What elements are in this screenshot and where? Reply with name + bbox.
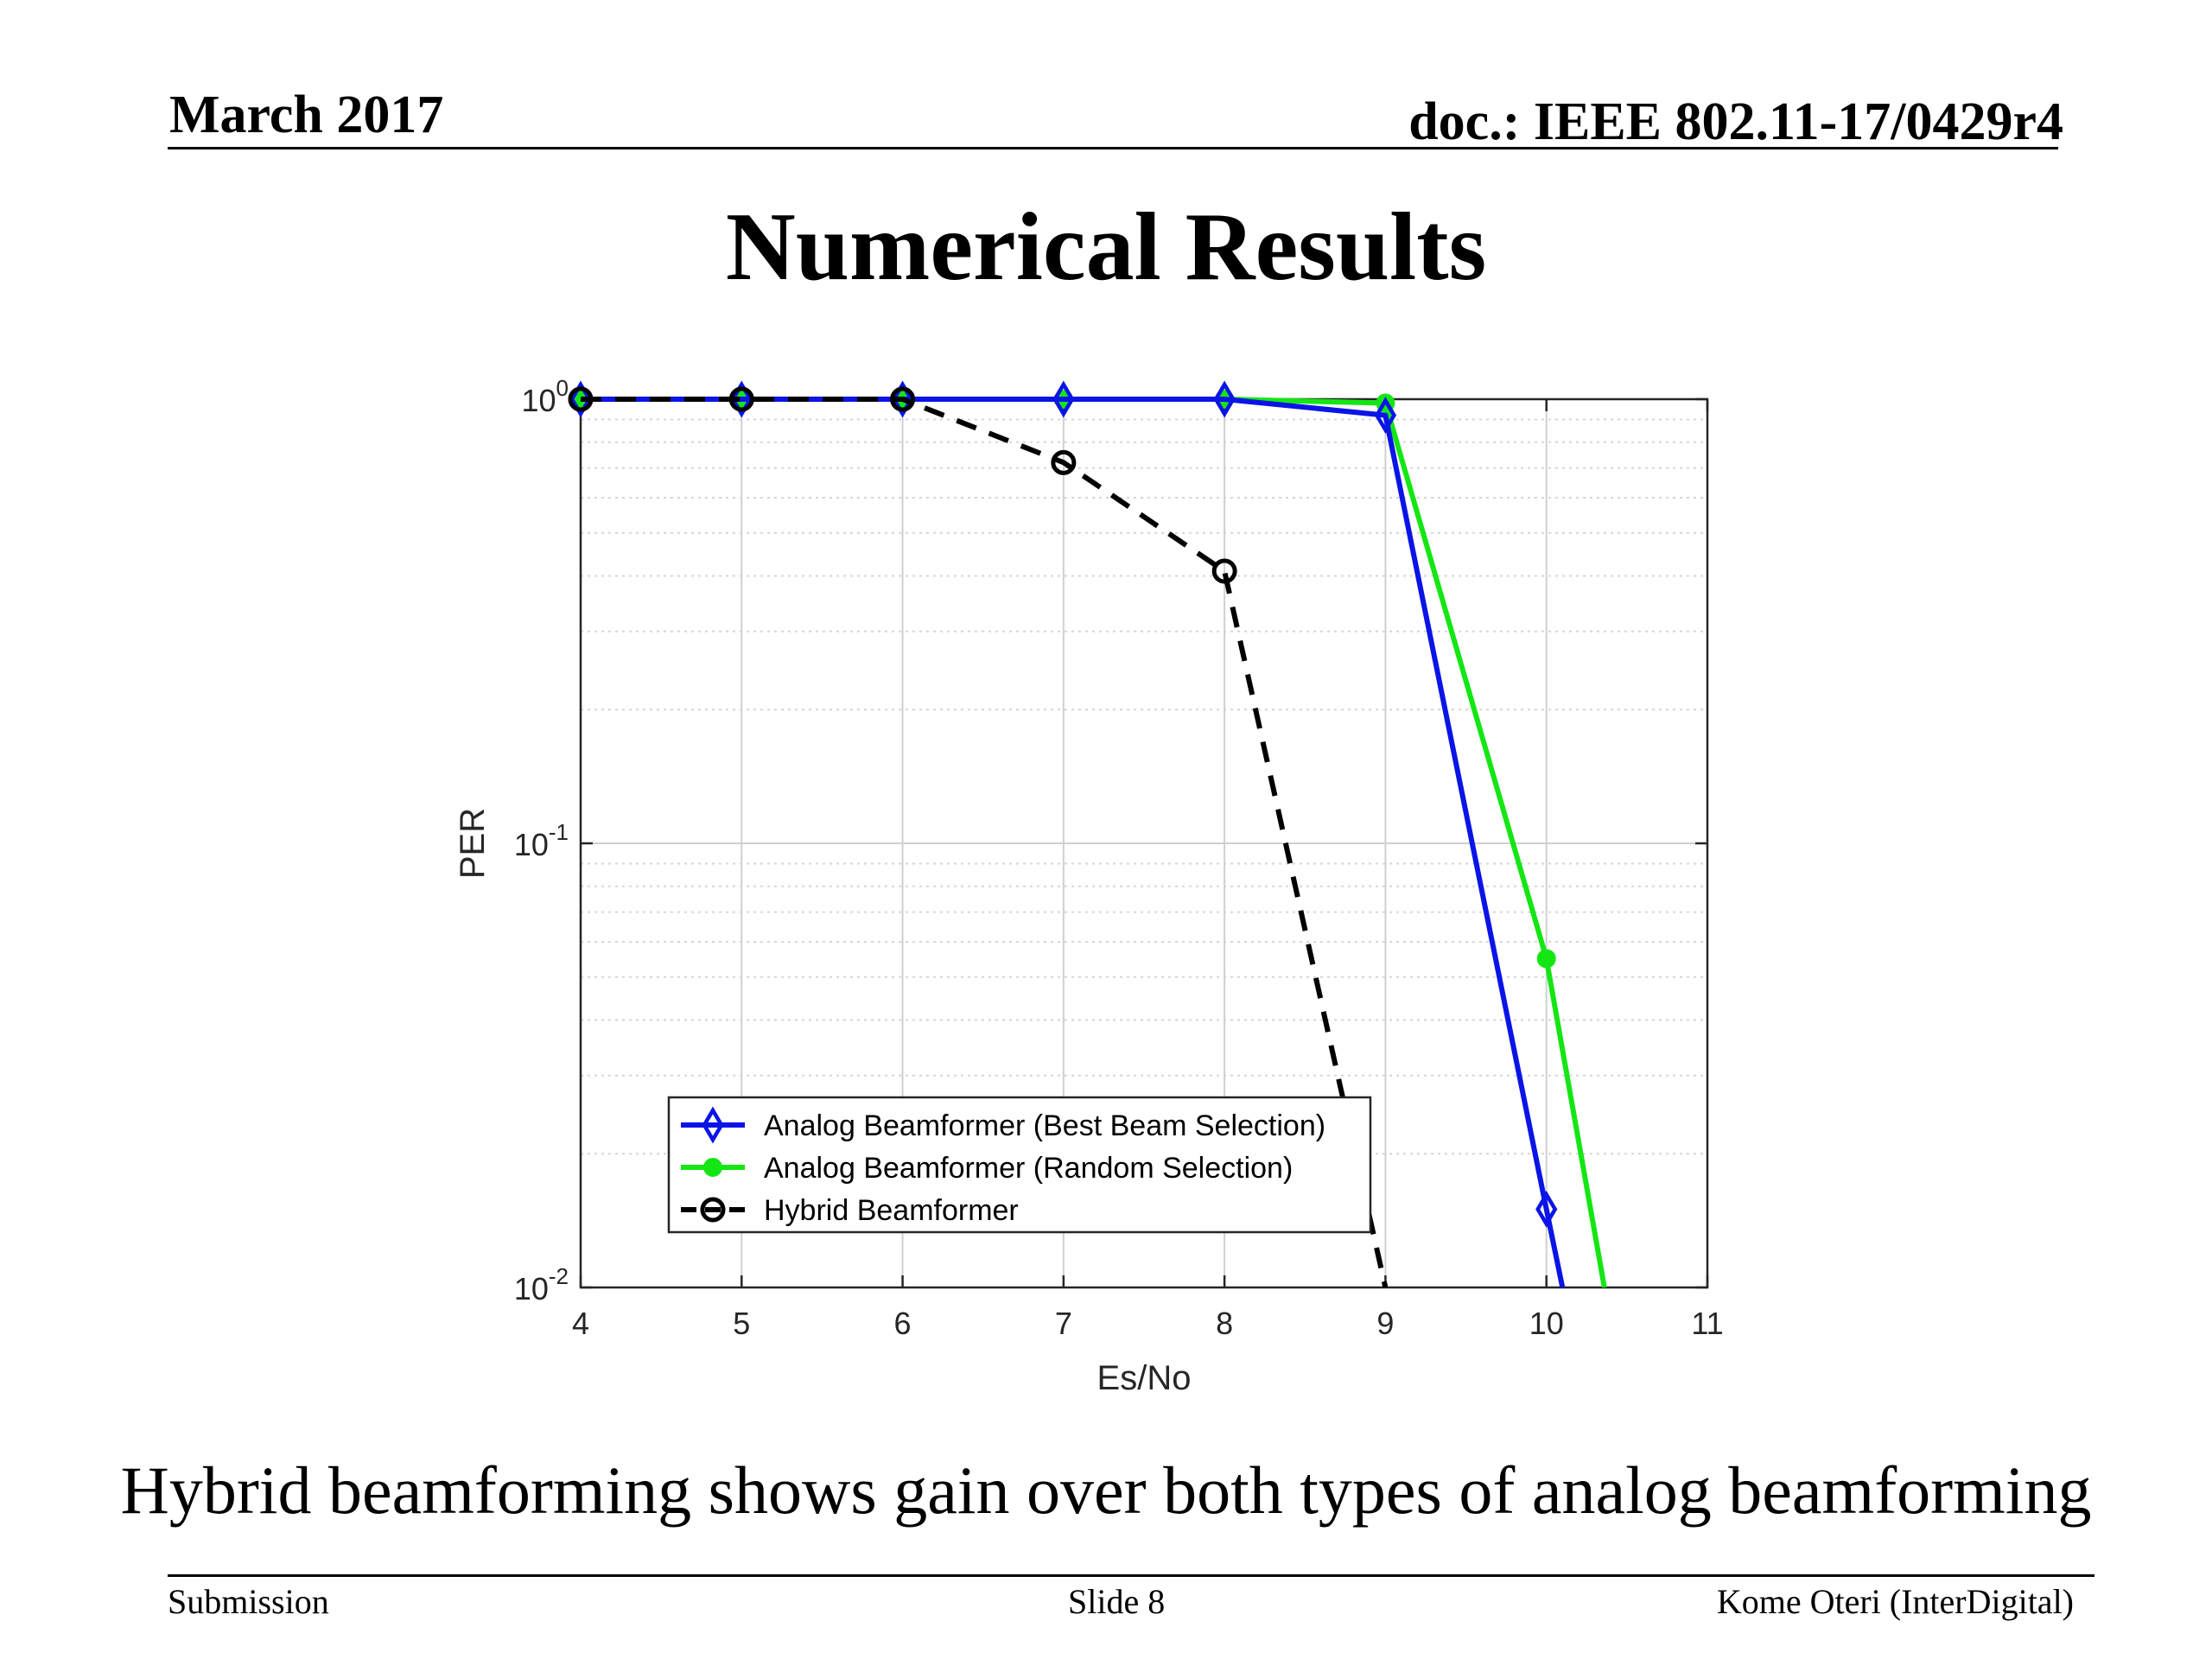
footer-author: Kome Oteri (InterDigital) <box>1716 1582 2074 1621</box>
legend-entry: Hybrid Beamformer <box>764 1194 1019 1227</box>
x-tick-label: 9 <box>1376 1306 1394 1341</box>
data-point <box>1374 397 1397 435</box>
per-chart: 4 5 6 7 8 9 10 11 10-2 10-1 100 Es/No PER Analog Beam… <box>454 375 1724 1397</box>
data-point <box>569 380 592 418</box>
legend-box <box>667 1096 1372 1234</box>
data-point <box>1051 449 1077 475</box>
x-tick-label: 7 <box>1055 1306 1072 1341</box>
legend-swatch-marker <box>703 1158 722 1177</box>
x-axis-label: Es/No <box>1097 1359 1192 1397</box>
x-tick-label: 8 <box>1216 1306 1233 1341</box>
x-tick-label: 6 <box>894 1306 912 1341</box>
footer-rule <box>168 1574 2094 1577</box>
y-axis-label: PER <box>454 808 492 879</box>
legend-entry: Analog Beamformer (Best Beam Selection) <box>764 1109 1325 1142</box>
y-tick-label: 10-1 <box>514 819 569 862</box>
legend-swatch-marker <box>700 1197 726 1223</box>
data-point <box>1211 558 1237 584</box>
data-point <box>1535 1191 1558 1228</box>
x-tick-label: 11 <box>1691 1306 1723 1341</box>
footer-submission: Submission <box>168 1582 329 1621</box>
data-point <box>730 380 753 418</box>
data-point <box>891 380 914 418</box>
header-rule <box>168 147 2058 149</box>
legend-entry: Analog Beamformer (Random Selection) <box>764 1152 1293 1185</box>
slide-caption: Hybrid beamforming shows gain over both … <box>120 1452 2092 1528</box>
x-tick-label: 5 <box>733 1306 750 1341</box>
data-point <box>728 386 754 412</box>
legend-swatch-marker <box>702 1106 724 1144</box>
series-line <box>581 397 1389 1287</box>
header-date: March 2017 <box>169 86 444 144</box>
y-tick-label: 100 <box>521 375 569 418</box>
data-point <box>1213 380 1236 418</box>
y-tick-label: 10-2 <box>514 1263 569 1306</box>
x-tick-label: 10 <box>1529 1306 1564 1341</box>
data-point <box>1052 380 1075 418</box>
x-tick-label: 4 <box>572 1306 589 1341</box>
slide-title: Numerical Results <box>725 194 1487 301</box>
plot-series <box>568 380 1607 1287</box>
data-point <box>890 386 916 412</box>
legend: Analog Beamformer (Best Beam Selection) A… <box>667 1096 1372 1234</box>
data-point <box>1536 949 1556 969</box>
data-point <box>568 386 594 412</box>
header-doc-id: doc.: IEEE 802.11-17/0429r4 <box>1408 92 2063 151</box>
footer-slide-number: Slide 8 <box>1068 1582 1166 1621</box>
